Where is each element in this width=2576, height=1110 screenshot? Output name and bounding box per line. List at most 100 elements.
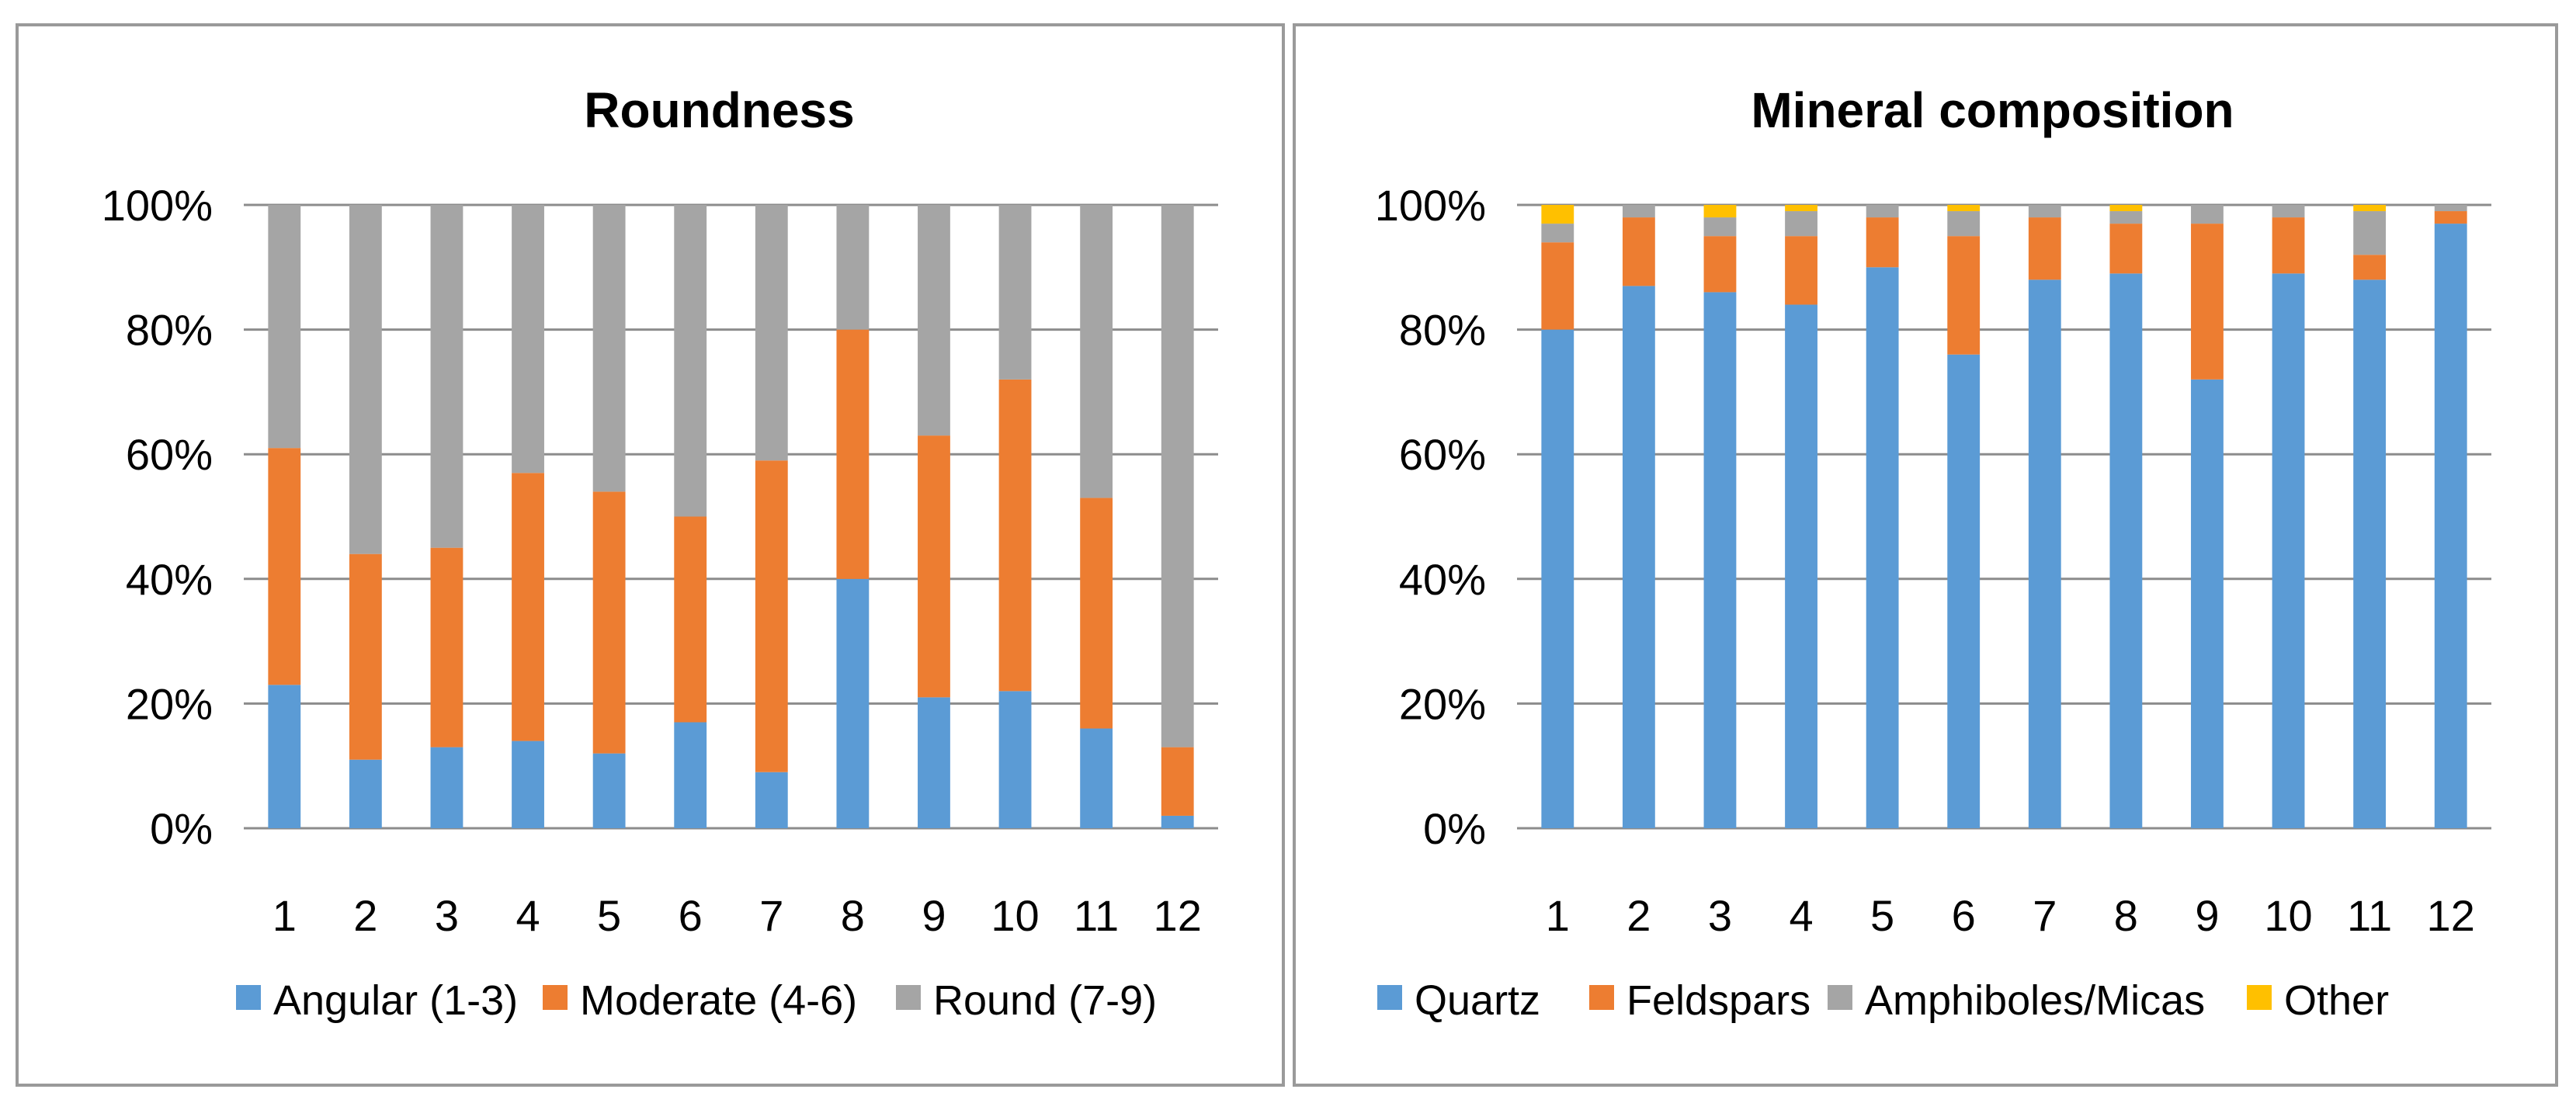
x-tick-label: 8 bbox=[841, 891, 865, 940]
bar-quartz-2 bbox=[1622, 286, 1655, 828]
bar-moderate-4-6-1 bbox=[268, 448, 301, 685]
bar-feldspars-12 bbox=[2434, 211, 2467, 224]
bar-feldspars-4 bbox=[1785, 236, 1817, 305]
legend-swatch-moderate-4-6 bbox=[543, 985, 568, 1010]
x-tick-label: 8 bbox=[2114, 891, 2138, 940]
bar-moderate-4-6-3 bbox=[430, 547, 463, 748]
bar-amphiboles-micas-6 bbox=[1947, 211, 1981, 237]
x-tick-label: 7 bbox=[2033, 891, 2057, 940]
bar-angular-1-3-2 bbox=[349, 759, 382, 828]
bar-angular-1-3-11 bbox=[1080, 728, 1113, 828]
bar-amphiboles-micas-2 bbox=[1622, 205, 1655, 218]
x-tick-label: 7 bbox=[759, 891, 783, 940]
bar-amphiboles-micas-4 bbox=[1785, 211, 1817, 237]
bar-feldspars-10 bbox=[2272, 217, 2305, 274]
bar-quartz-11 bbox=[2353, 279, 2387, 828]
bar-angular-1-3-1 bbox=[268, 685, 301, 828]
y-tick-label: 0% bbox=[1423, 804, 1486, 853]
bar-angular-1-3-5 bbox=[592, 753, 626, 828]
legend-label-feldspars: Feldspars bbox=[1626, 977, 1810, 1024]
x-tick-label: 5 bbox=[597, 891, 621, 940]
bar-round-7-9-3 bbox=[430, 205, 463, 548]
x-tick-label: 2 bbox=[1626, 891, 1651, 940]
bar-angular-1-3-3 bbox=[430, 747, 463, 828]
x-tick-label: 4 bbox=[1789, 891, 1813, 940]
legend-label-amphiboles-micas: Amphiboles/Micas bbox=[1865, 977, 2205, 1024]
x-tick-label: 11 bbox=[2347, 891, 2392, 940]
x-tick-label: 4 bbox=[516, 891, 540, 940]
bar-round-7-9-4 bbox=[512, 205, 544, 473]
legend-swatch-other bbox=[2247, 985, 2272, 1010]
bar-round-7-9-8 bbox=[836, 205, 870, 330]
y-tick-label: 60% bbox=[1399, 430, 1486, 479]
roundness-chart-panel: Roundness 0% 20% 40% 60% 80% 100% 1 2 3 4 5 6 7 8 9 10 11… bbox=[16, 23, 1285, 1087]
bar-amphiboles-micas-9 bbox=[2191, 205, 2224, 224]
bar-feldspars-1 bbox=[1541, 242, 1574, 330]
bar-angular-1-3-7 bbox=[755, 772, 788, 828]
bar-other-1 bbox=[1541, 205, 1574, 224]
x-tick-label: 5 bbox=[1870, 891, 1894, 940]
x-tick-label: 9 bbox=[2195, 891, 2219, 940]
x-tick-label: 1 bbox=[273, 891, 297, 940]
bar-moderate-4-6-2 bbox=[349, 553, 382, 760]
bar-quartz-10 bbox=[2272, 273, 2305, 829]
chart-title: Roundness bbox=[584, 82, 854, 138]
bar-quartz-6 bbox=[1947, 354, 1981, 829]
bar-angular-1-3-8 bbox=[836, 578, 870, 828]
bar-quartz-12 bbox=[2434, 224, 2467, 829]
bar-round-7-9-7 bbox=[755, 205, 788, 461]
bar-quartz-4 bbox=[1785, 304, 1817, 829]
legend-swatch-amphiboles-micas bbox=[1828, 985, 1852, 1010]
legend-swatch-angular-1-3 bbox=[236, 985, 261, 1010]
x-tick-label: 11 bbox=[1074, 891, 1119, 940]
bar-moderate-4-6-6 bbox=[674, 516, 707, 723]
y-tick-label: 60% bbox=[126, 430, 213, 479]
bar-feldspars-7 bbox=[2028, 217, 2061, 280]
bar-amphiboles-micas-12 bbox=[2434, 205, 2467, 212]
bar-amphiboles-micas-5 bbox=[1866, 205, 1899, 218]
bar-moderate-4-6-5 bbox=[592, 491, 626, 754]
bar-angular-1-3-6 bbox=[674, 722, 707, 828]
bar-amphiboles-micas-3 bbox=[1703, 217, 1737, 237]
bar-feldspars-6 bbox=[1947, 236, 1981, 355]
bar-feldspars-5 bbox=[1866, 217, 1899, 268]
bar-round-7-9-11 bbox=[1080, 205, 1113, 498]
x-tick-label: 10 bbox=[991, 891, 1039, 940]
x-tick-label: 6 bbox=[1952, 891, 1976, 940]
bar-amphiboles-micas-8 bbox=[2109, 211, 2143, 224]
y-tick-label: 20% bbox=[1399, 679, 1486, 728]
bar-moderate-4-6-10 bbox=[998, 379, 1032, 692]
x-tick-label: 2 bbox=[353, 891, 377, 940]
bar-angular-1-3-9 bbox=[918, 697, 950, 828]
bar-moderate-4-6-11 bbox=[1080, 498, 1113, 729]
bar-feldspars-11 bbox=[2353, 255, 2387, 280]
bar-quartz-1 bbox=[1541, 329, 1574, 829]
mineral-composition-chart-panel: Mineral composition 0% 20% 40% 60% 80% 100% 1 2 3… bbox=[1293, 23, 2558, 1087]
bar-feldspars-2 bbox=[1622, 217, 1655, 286]
bar-angular-1-3-10 bbox=[998, 691, 1032, 828]
x-tick-label: 3 bbox=[435, 891, 459, 940]
bar-moderate-4-6-7 bbox=[755, 460, 788, 772]
x-tick-label: 9 bbox=[922, 891, 946, 940]
bar-quartz-3 bbox=[1703, 292, 1737, 828]
bar-other-11 bbox=[2353, 205, 2387, 212]
bar-amphiboles-micas-7 bbox=[2028, 205, 2061, 218]
legend-swatch-round-7-9 bbox=[896, 985, 921, 1010]
bar-feldspars-3 bbox=[1703, 236, 1737, 293]
bar-round-7-9-12 bbox=[1161, 205, 1194, 748]
legend-swatch-feldspars bbox=[1589, 985, 1614, 1010]
bar-moderate-4-6-4 bbox=[512, 473, 544, 741]
y-tick-label: 40% bbox=[1399, 555, 1486, 604]
x-tick-label: 3 bbox=[1708, 891, 1732, 940]
bar-other-8 bbox=[2109, 205, 2143, 212]
bar-quartz-7 bbox=[2028, 279, 2061, 828]
bar-angular-1-3-4 bbox=[512, 741, 544, 828]
bar-round-7-9-1 bbox=[268, 205, 301, 449]
bar-moderate-4-6-8 bbox=[836, 329, 870, 579]
legend-swatch-quartz bbox=[1377, 985, 1402, 1010]
bar-round-7-9-5 bbox=[592, 205, 626, 492]
bar-round-7-9-6 bbox=[674, 205, 707, 517]
bar-round-7-9-9 bbox=[918, 205, 950, 436]
